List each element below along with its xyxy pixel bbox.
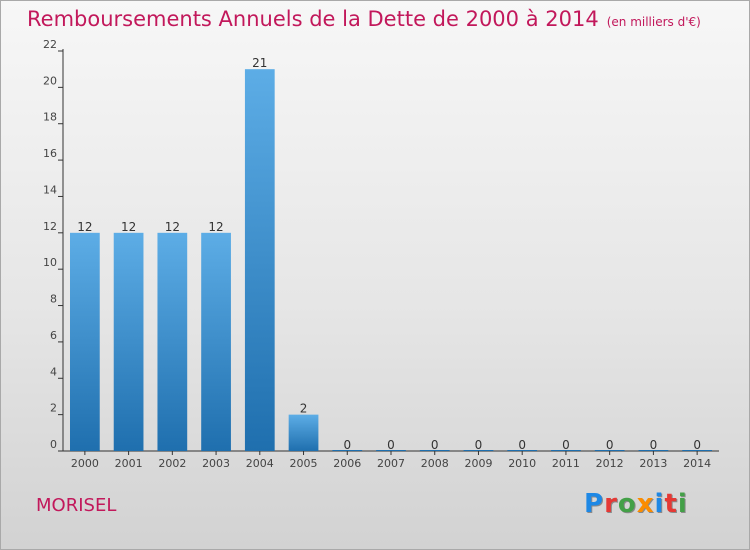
y-tick-label: 4 [50,365,57,378]
unit-label: (en milliers d'€) [606,15,701,29]
logo-letter: i [677,489,688,519]
x-tick-label: 2001 [115,457,143,470]
x-tick-label: 2010 [508,457,536,470]
logo-letter: P [584,489,605,519]
y-tick-label: 6 [50,329,57,342]
data-label: 0 [387,438,395,452]
x-tick-label: 2013 [639,457,667,470]
logo-letter: t [664,489,678,519]
bar [113,232,144,451]
x-tick-label: 2012 [596,457,624,470]
x-tick-label: 2008 [421,457,449,470]
data-label: 2 [300,402,308,416]
data-label: 0 [431,438,439,452]
y-tick-label: 0 [50,438,57,451]
x-tick-label: 2014 [683,457,711,470]
data-label: 0 [693,438,701,452]
y-tick-label: 18 [43,111,57,124]
y-tick-label: 22 [43,38,57,51]
data-label: 0 [650,438,658,452]
x-tick-label: 2009 [464,457,492,470]
x-tick-label: 2002 [158,457,186,470]
data-label: 12 [121,220,136,234]
data-label: 0 [475,438,483,452]
bar [157,232,188,451]
bar [69,232,100,451]
bar [288,414,319,451]
y-tick-label: 8 [50,293,57,306]
x-tick-label: 2000 [71,457,99,470]
data-label: 0 [518,438,526,452]
chart-title: Remboursements Annuels de la Dette de 20… [27,7,701,31]
x-tick-label: 2006 [333,457,361,470]
y-tick-label: 14 [43,183,57,196]
data-label: 0 [606,438,614,452]
y-tick-label: 16 [43,147,57,160]
x-tick-label: 2004 [246,457,274,470]
data-label: 12 [77,220,92,234]
logo-letter: o [617,489,637,519]
proxiti-logo: Proxiti [584,489,688,519]
bar [201,232,231,451]
commune-name: MORISEL [36,495,117,516]
x-tick-label: 2007 [377,457,405,470]
bar [244,69,275,451]
x-tick-label: 2011 [552,457,580,470]
data-label: 12 [208,220,223,234]
data-label: 21 [252,56,267,70]
y-tick-label: 10 [43,256,57,269]
y-tick-label: 12 [43,220,57,233]
logo-letter: r [604,489,618,519]
y-tick-label: 20 [43,74,57,87]
logo-letter: x [636,489,655,519]
x-tick-label: 2005 [290,457,318,470]
data-label: 0 [343,438,351,452]
title-text: Remboursements Annuels de la Dette de 20… [27,7,599,31]
data-label: 12 [165,220,180,234]
logo-letter: i [654,489,665,519]
data-label: 0 [562,438,570,452]
x-tick-label: 2003 [202,457,230,470]
y-tick-label: 2 [50,402,57,415]
